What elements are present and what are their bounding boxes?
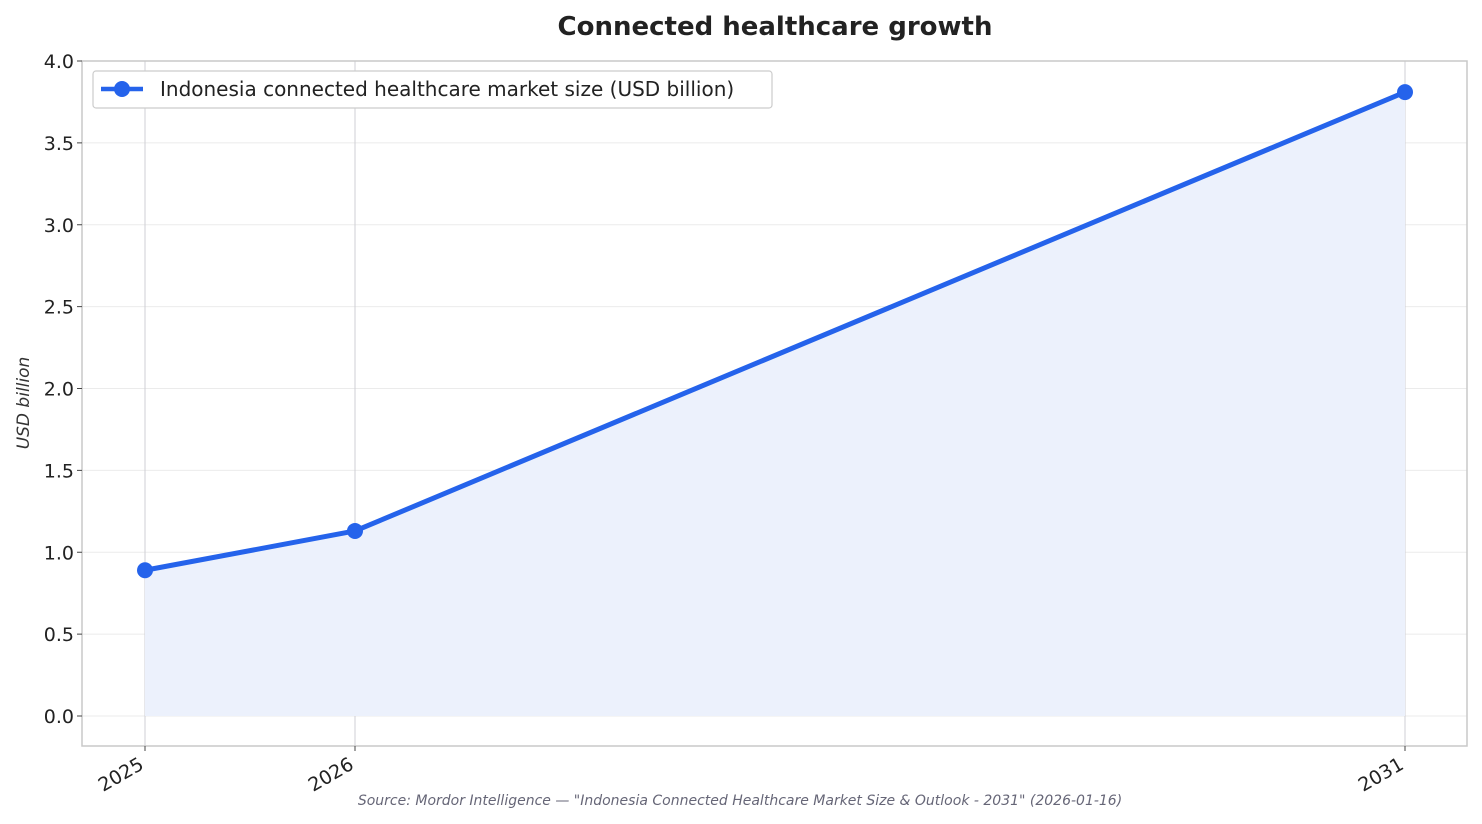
x-tick-label: 2026 xyxy=(305,753,358,796)
y-tick-label: 0.5 xyxy=(44,624,74,646)
y-tick-label: 1.5 xyxy=(44,460,74,482)
source-note: Source: Mordor Intelligence — "Indonesia… xyxy=(358,793,1122,809)
y-tick-label: 3.0 xyxy=(44,215,74,237)
x-tick-label: 2025 xyxy=(95,753,148,796)
y-axis-ticks: 0.0 0.5 1.0 1.5 2.0 2.5 3.0 3.5 4.0 xyxy=(44,51,82,728)
data-points-layer xyxy=(137,84,1413,579)
y-tick-label: 1.0 xyxy=(44,542,74,564)
chart-title: Connected healthcare growth xyxy=(558,12,993,42)
x-tick-label: 2031 xyxy=(1355,753,1408,796)
area-fill-layer xyxy=(145,92,1405,717)
legend: Indonesia connected healthcare market si… xyxy=(92,70,773,109)
x-axis-ticks: 2025 2026 2031 xyxy=(95,746,1408,797)
y-tick-label: 0.0 xyxy=(44,706,74,728)
legend-marker-swatch xyxy=(114,81,130,97)
plot-border xyxy=(81,60,1468,747)
legend-entry-label: Indonesia connected healthcare market si… xyxy=(160,77,734,101)
series-area xyxy=(145,92,1405,717)
y-tick-label: 2.0 xyxy=(44,379,74,401)
data-point xyxy=(137,562,153,579)
data-point xyxy=(347,522,363,539)
y-tick-label: 3.5 xyxy=(44,133,74,155)
data-point xyxy=(1397,84,1413,101)
y-tick-label: 4.0 xyxy=(44,51,74,73)
y-tick-label: 2.5 xyxy=(44,297,74,319)
y-axis-label: USD billion xyxy=(14,357,34,450)
legend-box xyxy=(92,70,773,109)
